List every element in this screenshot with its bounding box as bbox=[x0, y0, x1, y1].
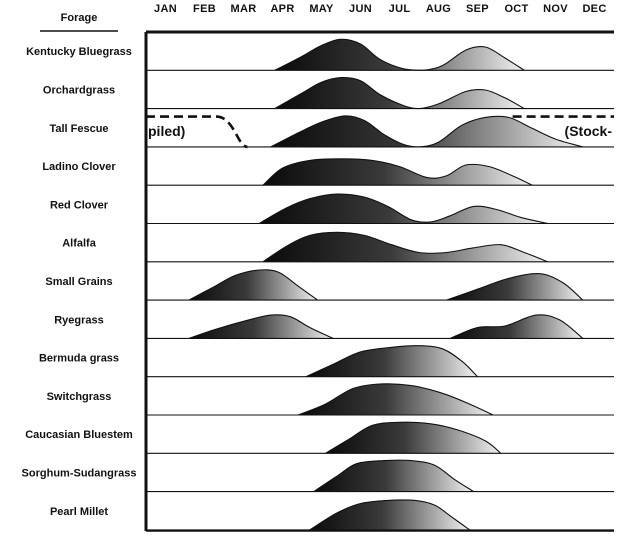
month-label-jan: JAN bbox=[154, 3, 177, 15]
growth-area-red-clover bbox=[259, 194, 548, 224]
growth-area-ryegrass bbox=[188, 314, 334, 339]
month-label-oct: OCT bbox=[504, 3, 528, 15]
growth-curve-small-grains bbox=[188, 269, 318, 301]
growth-curve-orchardgrass bbox=[274, 76, 525, 110]
forage-label-alfalfa: Alfalfa bbox=[62, 238, 97, 250]
forage-label-small-grains: Small Grains bbox=[45, 276, 112, 288]
growth-area-sorghum-sudangrass bbox=[313, 460, 474, 492]
forage-rows: Kentucky Bluegrass Orchardgrass Tall Fescu… bbox=[22, 38, 614, 531]
growth-curve-ryegrass-fall bbox=[449, 314, 584, 339]
forage-label-bermuda-grass: Bermuda grass bbox=[39, 353, 119, 365]
forage-column-header: Forage bbox=[61, 12, 98, 24]
growth-curve-sorghum-sudangrass bbox=[313, 459, 474, 493]
forage-label-caucasian-bluestem: Caucasian Bluestem bbox=[25, 429, 133, 441]
growth-area-bermuda-grass bbox=[305, 345, 478, 377]
growth-curve-small-grains-fall bbox=[446, 273, 584, 301]
growth-curve-bermuda-grass bbox=[305, 345, 478, 378]
forage-label-red-clover: Red Clover bbox=[50, 199, 109, 211]
forage-label-pearl-millet: Pearl Millet bbox=[50, 506, 108, 518]
month-label-may: MAY bbox=[309, 3, 334, 15]
growth-area-kentucky-bluegrass bbox=[274, 39, 525, 71]
annotation-right: (Stock- bbox=[565, 123, 613, 139]
growth-area-tall-fescue bbox=[270, 115, 583, 147]
growth-curve-switchgrass bbox=[297, 383, 494, 416]
growth-curve-alfalfa bbox=[262, 231, 548, 263]
forage-label-switchgrass: Switchgrass bbox=[47, 391, 112, 403]
growth-area-alfalfa bbox=[263, 232, 548, 262]
forage-label-kentucky-bluegrass: Kentucky Bluegrass bbox=[26, 46, 132, 58]
month-label-apr: APR bbox=[270, 3, 294, 15]
month-label-mar: MAR bbox=[231, 3, 257, 15]
growth-curve-caucasian-bluestem bbox=[325, 421, 502, 454]
growth-area-ladino-clover bbox=[263, 158, 533, 186]
growth-area-ryegrass-fall bbox=[450, 314, 583, 339]
growth-curve-ryegrass bbox=[188, 314, 334, 339]
growth-area-switchgrass bbox=[298, 383, 494, 415]
forage-label-sorghum-sudangrass: Sorghum-Sudangrass bbox=[22, 467, 137, 479]
month-label-sep: SEP bbox=[466, 3, 489, 15]
month-label-jun: JUN bbox=[349, 3, 372, 15]
forage-label-tall-fescue: Tall Fescue bbox=[49, 123, 108, 135]
stockpile-dash-left bbox=[146, 115, 248, 149]
month-label-aug: AUG bbox=[426, 3, 451, 15]
forage-label-ryegrass: Ryegrass bbox=[54, 314, 104, 326]
growth-area-orchardgrass bbox=[274, 77, 525, 109]
month-axis: JAN FEB MAR APR MAY JUN JUL AUG SEP OCT NOV DEC bbox=[154, 3, 606, 15]
month-label-dec: DEC bbox=[582, 3, 606, 15]
growth-area-small-grains-fall bbox=[446, 273, 583, 301]
month-label-nov: NOV bbox=[543, 3, 568, 15]
annotation-left: piled) bbox=[148, 123, 185, 139]
growth-curve-kentucky-bluegrass bbox=[274, 38, 525, 71]
month-label-jul: JUL bbox=[389, 3, 411, 15]
growth-curve-ladino-clover bbox=[262, 158, 533, 186]
forage-label-orchardgrass: Orchardgrass bbox=[43, 84, 115, 96]
forage-label-ladino-clover: Ladino Clover bbox=[42, 161, 116, 173]
month-label-feb: FEB bbox=[193, 3, 216, 15]
growth-curve-red-clover bbox=[258, 193, 548, 225]
growth-curve-pearl-millet bbox=[309, 499, 471, 531]
growth-area-small-grains bbox=[188, 269, 318, 301]
